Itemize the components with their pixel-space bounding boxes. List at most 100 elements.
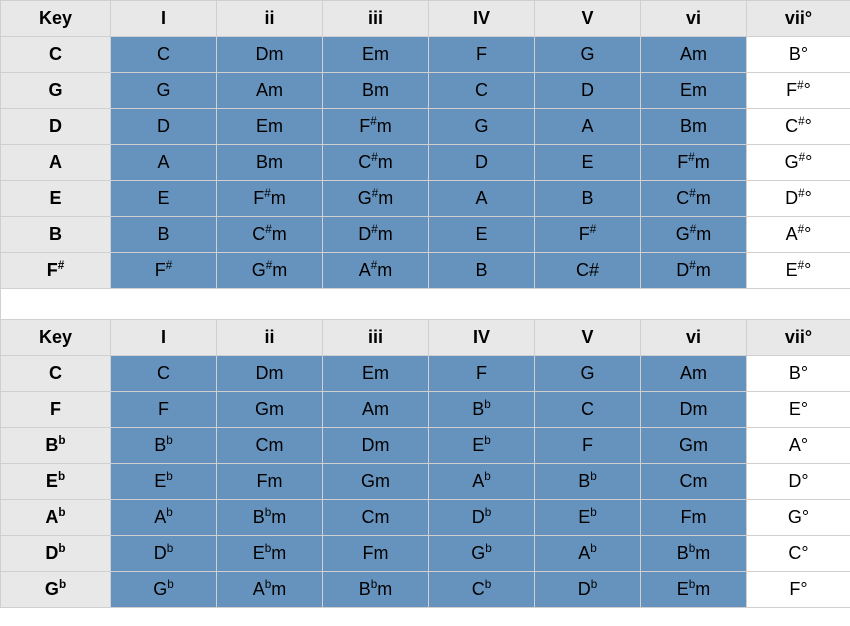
chord-cell: F [429, 356, 535, 392]
col-degree: I [111, 1, 217, 37]
chord-cell: Bb [111, 428, 217, 464]
chord-cell: Ebm [641, 572, 747, 608]
chord-key-table: KeyIiiiiiIVVvivii°CCDmEmFGAmB°GGAmBmCDEm… [0, 0, 850, 608]
chord-cell: G [535, 356, 641, 392]
chord-cell: D [429, 145, 535, 181]
table-row: EEF#mG#mABC#mD#° [1, 181, 850, 217]
chord-cell: Gm [217, 392, 323, 428]
chord-cell: F# [535, 217, 641, 253]
table-row: FFGmAmBbCDmE° [1, 392, 850, 428]
chord-cell: A [429, 181, 535, 217]
table-row: AbAbBbmCmDbEbFmG° [1, 500, 850, 536]
chord-cell: D [535, 73, 641, 109]
chord-cell: Ab [429, 464, 535, 500]
chord-cell: C#m [217, 217, 323, 253]
chord-cell: B° [747, 356, 850, 392]
chord-cell: Db [111, 536, 217, 572]
col-degree: I [111, 320, 217, 356]
chord-cell: Fm [217, 464, 323, 500]
chord-cell: Bbm [641, 536, 747, 572]
key-cell: G [1, 73, 111, 109]
chord-cell: D° [747, 464, 850, 500]
chord-cell: D [111, 109, 217, 145]
table-row: EbEbFmGmAbBbCmD° [1, 464, 850, 500]
key-cell: F# [1, 253, 111, 289]
chord-cell: C [429, 73, 535, 109]
chord-cell: C#° [747, 109, 850, 145]
chord-cell: D#m [641, 253, 747, 289]
chord-cell: F [429, 37, 535, 73]
chord-cell: Em [641, 73, 747, 109]
col-degree: IV [429, 320, 535, 356]
chord-cell: Ab [111, 500, 217, 536]
spacer-cell [535, 289, 641, 320]
chord-cell: Eb [535, 500, 641, 536]
key-cell: F [1, 392, 111, 428]
col-degree: iii [323, 320, 429, 356]
table-row: CCDmEmFGAmB° [1, 356, 850, 392]
chord-cell: Cb [429, 572, 535, 608]
chord-cell: C#m [641, 181, 747, 217]
chord-cell: B° [747, 37, 850, 73]
col-degree: IV [429, 1, 535, 37]
key-cell: Eb [1, 464, 111, 500]
key-cell: Ab [1, 500, 111, 536]
chord-cell: E [535, 145, 641, 181]
chord-cell: D#m [323, 217, 429, 253]
chord-cell: E [429, 217, 535, 253]
table-row: BbBbCmDmEbFGmA° [1, 428, 850, 464]
chord-cell: C# [535, 253, 641, 289]
chord-cell: Ebm [217, 536, 323, 572]
chord-cell: G#m [323, 181, 429, 217]
table-row: GbGbAbmBbmCbDbEbmF° [1, 572, 850, 608]
chord-cell: Em [323, 37, 429, 73]
spacer-cell [641, 289, 747, 320]
chord-cell: Dm [217, 37, 323, 73]
chord-cell: B [535, 181, 641, 217]
chord-cell: F [535, 428, 641, 464]
chord-cell: Db [429, 500, 535, 536]
chord-cell: Ab [535, 536, 641, 572]
key-cell: D [1, 109, 111, 145]
col-degree: vii° [747, 1, 850, 37]
col-degree: V [535, 1, 641, 37]
col-key: Key [1, 320, 111, 356]
spacer-cell [429, 289, 535, 320]
col-degree: iii [323, 1, 429, 37]
chord-cell: Bbm [323, 572, 429, 608]
chord-cell: A° [747, 428, 850, 464]
chord-cell: Dm [217, 356, 323, 392]
table-row: F#F#G#mA#mBC#D#mE#° [1, 253, 850, 289]
chord-cell: Cm [641, 464, 747, 500]
chord-cell: F#m [641, 145, 747, 181]
chord-cell: Bm [641, 109, 747, 145]
key-cell: B [1, 217, 111, 253]
table-row: AABmC#mDEF#mG#° [1, 145, 850, 181]
chord-cell: F#° [747, 73, 850, 109]
chord-cell: Eb [429, 428, 535, 464]
spacer-cell [323, 289, 429, 320]
chord-cell: A [535, 109, 641, 145]
chord-cell: G° [747, 500, 850, 536]
spacer-row [1, 289, 850, 320]
key-cell: A [1, 145, 111, 181]
chord-cell: Dm [641, 392, 747, 428]
chord-cell: Gb [111, 572, 217, 608]
col-degree: ii [217, 1, 323, 37]
chord-cell: Bb [535, 464, 641, 500]
chord-cell: G [429, 109, 535, 145]
chord-cell: Db [535, 572, 641, 608]
chord-cell: F#m [217, 181, 323, 217]
header-row: KeyIiiiiiIVVvivii° [1, 1, 850, 37]
key-cell: E [1, 181, 111, 217]
chord-cell: Cm [323, 500, 429, 536]
key-cell: C [1, 37, 111, 73]
chord-cell: Am [323, 392, 429, 428]
spacer-cell [1, 289, 111, 320]
chord-cell: C° [747, 536, 850, 572]
chord-cell: B [429, 253, 535, 289]
table-row: GGAmBmCDEmF#° [1, 73, 850, 109]
chord-cell: G#m [641, 217, 747, 253]
chord-cell: Em [217, 109, 323, 145]
chord-cell: Bm [323, 73, 429, 109]
